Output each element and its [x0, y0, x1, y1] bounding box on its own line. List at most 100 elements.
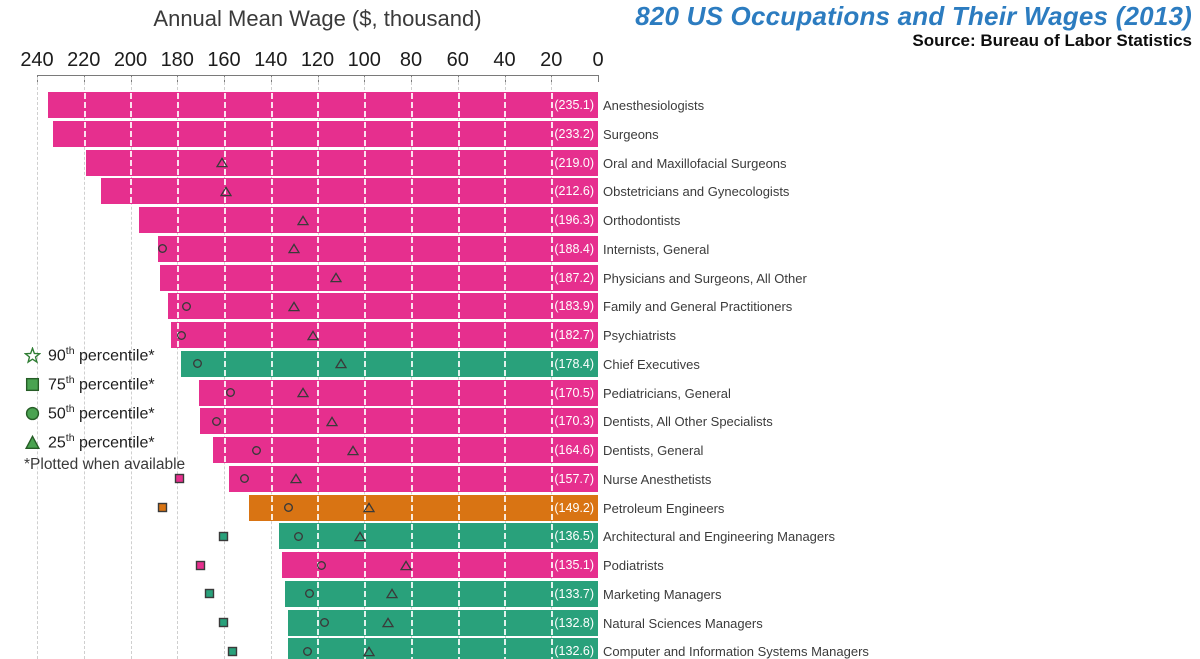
gridline-on-bar — [223, 121, 226, 146]
bar-category-label: Physicians and Surgeons, All Other — [603, 270, 807, 286]
legend-label: 90th percentile* — [48, 345, 155, 365]
gridline-on-bar — [364, 150, 367, 175]
gridline-on-bar — [410, 179, 413, 204]
gridline-on-bar — [551, 409, 554, 434]
axis-title: Annual Mean Wage ($, thousand) — [153, 6, 482, 31]
percentile-marker-triangle — [346, 444, 359, 456]
gridline-on-bar — [504, 265, 507, 290]
gridline-on-bar — [223, 409, 226, 434]
gridline-on-bar — [317, 581, 320, 606]
gridline-on-bar — [457, 294, 460, 319]
percentile-marker-circle — [192, 358, 203, 369]
bar-value-label: (178.4) — [554, 356, 594, 371]
gridline-on-bar — [364, 466, 367, 491]
bar-value-label: (149.2) — [554, 500, 594, 515]
bar-category-label: Architectural and Engineering Managers — [603, 529, 835, 545]
gridline-on-bar — [457, 639, 460, 659]
gridline-on-bar — [177, 294, 180, 319]
gridline-on-bar — [551, 179, 554, 204]
bar: (183.9) — [168, 293, 598, 320]
gridline-on-bar — [504, 236, 507, 261]
gridline-on-bar — [177, 121, 180, 146]
percentile-marker-circle — [319, 617, 330, 628]
legend-item-50th-percentile: 50th percentile* — [24, 399, 155, 428]
bar-value-label: (233.2) — [554, 126, 594, 141]
gridline-on-bar — [317, 208, 320, 232]
gridline-on-bar — [270, 495, 273, 520]
percentile-marker-circle — [225, 387, 236, 398]
bar: (235.1) — [48, 92, 598, 118]
gridline-on-bar — [551, 466, 554, 491]
gridline-on-bar — [457, 93, 460, 117]
percentile-marker-circle — [176, 330, 187, 341]
gridline-on-bar — [223, 208, 226, 232]
percentile-marker-triangle — [362, 502, 376, 513]
gridline-on-bar — [410, 121, 413, 146]
percentile-marker-circle — [316, 560, 327, 571]
gridline-on-bar — [410, 495, 413, 520]
bar: (135.1) — [282, 552, 598, 578]
gridline-on-bar — [364, 495, 367, 520]
bar-value-label: (182.7) — [554, 328, 594, 342]
gridline-on-bar — [270, 351, 273, 376]
gridline-on-bar — [410, 208, 413, 232]
gridline-on-bar — [270, 208, 273, 232]
legend-label: 75th percentile* — [48, 374, 155, 394]
x-tick-label: 80 — [399, 49, 423, 71]
gridline-on-bar — [270, 121, 273, 146]
gridline-on-bar — [270, 438, 273, 462]
gridline-on-bar — [177, 179, 180, 204]
bar-value-label: (132.6) — [554, 644, 594, 659]
bar: (157.7) — [229, 465, 598, 492]
percentile-marker-circle — [157, 243, 168, 254]
bar-value-label: (212.6) — [554, 184, 594, 199]
gridline-on-bar — [457, 265, 460, 290]
gridline-on-bar — [130, 93, 133, 117]
bar-value-label: (132.8) — [554, 615, 594, 630]
gridline-on-bar — [177, 93, 180, 117]
triangle-icon — [24, 434, 41, 451]
gridline-on-bar — [270, 294, 273, 319]
gridline-on-bar — [504, 553, 507, 577]
gridline-on-bar — [551, 93, 554, 117]
gridline-on-bar — [364, 323, 367, 347]
gridline-on-bar — [177, 208, 180, 232]
gridline-on-bar — [457, 208, 460, 232]
gridline-on-bar — [410, 466, 413, 491]
gridline-on-bar — [364, 265, 367, 290]
gridline — [37, 77, 38, 659]
gridline-on-bar — [364, 351, 367, 376]
bar-value-label: (170.3) — [554, 414, 594, 429]
gridline-on-bar — [457, 380, 460, 405]
gridline-on-bar — [317, 524, 320, 549]
bar: (219.0) — [86, 149, 598, 176]
bar: (133.7) — [285, 580, 598, 607]
bar: (233.2) — [52, 120, 598, 147]
gridline-on-bar — [504, 380, 507, 405]
x-tick-mark — [598, 76, 599, 82]
gridline-on-bar — [504, 581, 507, 606]
percentile-marker-triangle — [287, 300, 301, 312]
gridline-on-bar — [317, 495, 320, 520]
gridline-on-bar — [317, 380, 320, 405]
gridline-on-bar — [83, 93, 86, 117]
gridline-on-bar — [504, 294, 507, 319]
gridline-on-bar — [317, 466, 320, 491]
bar-value-label: (135.1) — [554, 558, 594, 572]
bar: (170.3) — [199, 408, 598, 435]
bar: (136.5) — [278, 523, 598, 550]
gridline-on-bar — [270, 179, 273, 204]
gridline-on-bar — [270, 409, 273, 434]
percentile-marker-circle — [239, 473, 250, 484]
gridline-on-bar — [504, 409, 507, 434]
gridline-on-bar — [410, 323, 413, 347]
gridline-on-bar — [410, 553, 413, 577]
percentile-marker-square — [218, 617, 229, 628]
bar-value-label: (196.3) — [554, 213, 594, 227]
gridline-on-bar — [551, 351, 554, 376]
gridline-on-bar — [270, 236, 273, 261]
percentile-marker-triangle — [330, 272, 343, 283]
gridline-on-bar — [504, 93, 507, 117]
gridline-on-bar — [410, 524, 413, 549]
